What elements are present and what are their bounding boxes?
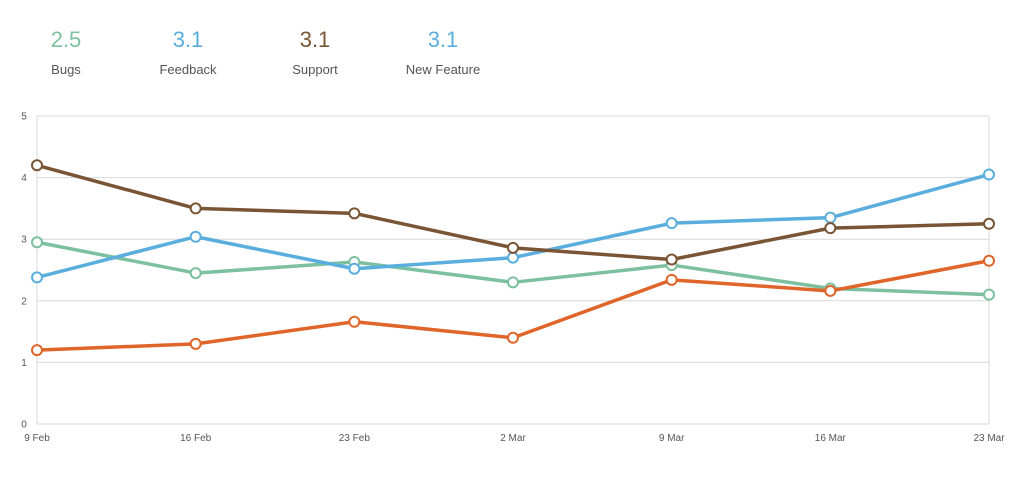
x-tick-label: 9 Mar [659,433,685,444]
stat-value: 3.1 [172,27,204,52]
data-point [348,262,361,275]
data-point [824,211,837,224]
y-tick-label: 1 [21,358,27,369]
stat-value: 3.1 [427,27,459,52]
y-tick-label: 0 [21,420,27,431]
data-point [31,236,43,249]
data-point [31,159,43,172]
y-tick-label: 4 [21,173,27,184]
data-point [507,251,519,264]
x-tick-label: 9 Feb [24,433,50,444]
x-tick-label: 16 Mar [815,433,847,444]
stat-value: 2.5 [50,27,82,52]
data-point [31,344,43,357]
stat-support: 3.1 Support [255,0,375,78]
stat-label: Bugs [51,62,81,77]
data-point [983,288,995,301]
data-point [983,217,995,230]
data-point [348,315,361,328]
data-point [665,253,678,266]
data-point [507,331,519,344]
data-point [824,222,837,235]
y-tick-label: 2 [21,296,27,307]
data-point [189,202,202,215]
data-point [507,276,519,289]
x-tick-label: 2 Mar [500,433,526,444]
stat-bugs: 2.5 Bugs [6,0,126,78]
x-tick-label: 23 Feb [339,433,371,444]
data-point [665,273,678,286]
data-point [983,254,995,267]
x-tick-label: 23 Mar [973,433,1005,444]
data-point [507,241,519,254]
stat-new-feature: 3.1 New Feature [383,0,503,78]
stat-label: Feedback [159,62,217,77]
stat-label: Support [292,62,338,77]
data-point [189,267,202,280]
data-point [824,284,837,297]
data-point [31,271,43,284]
stat-label: New Feature [405,62,481,77]
summary-stats: 2.5 Bugs 3.1 Feedback 3.1 Support 3.1 Ne… [0,0,1024,100]
data-point [665,217,678,230]
stat-feedback: 3.1 Feedback [128,0,248,78]
x-tick-label: 16 Feb [180,433,212,444]
data-point [348,207,361,220]
data-point [189,230,202,243]
y-tick-label: 5 [21,112,27,123]
stat-value: 3.1 [299,27,331,52]
data-point [983,168,995,181]
y-tick-label: 3 [21,235,27,246]
data-point [189,337,202,350]
